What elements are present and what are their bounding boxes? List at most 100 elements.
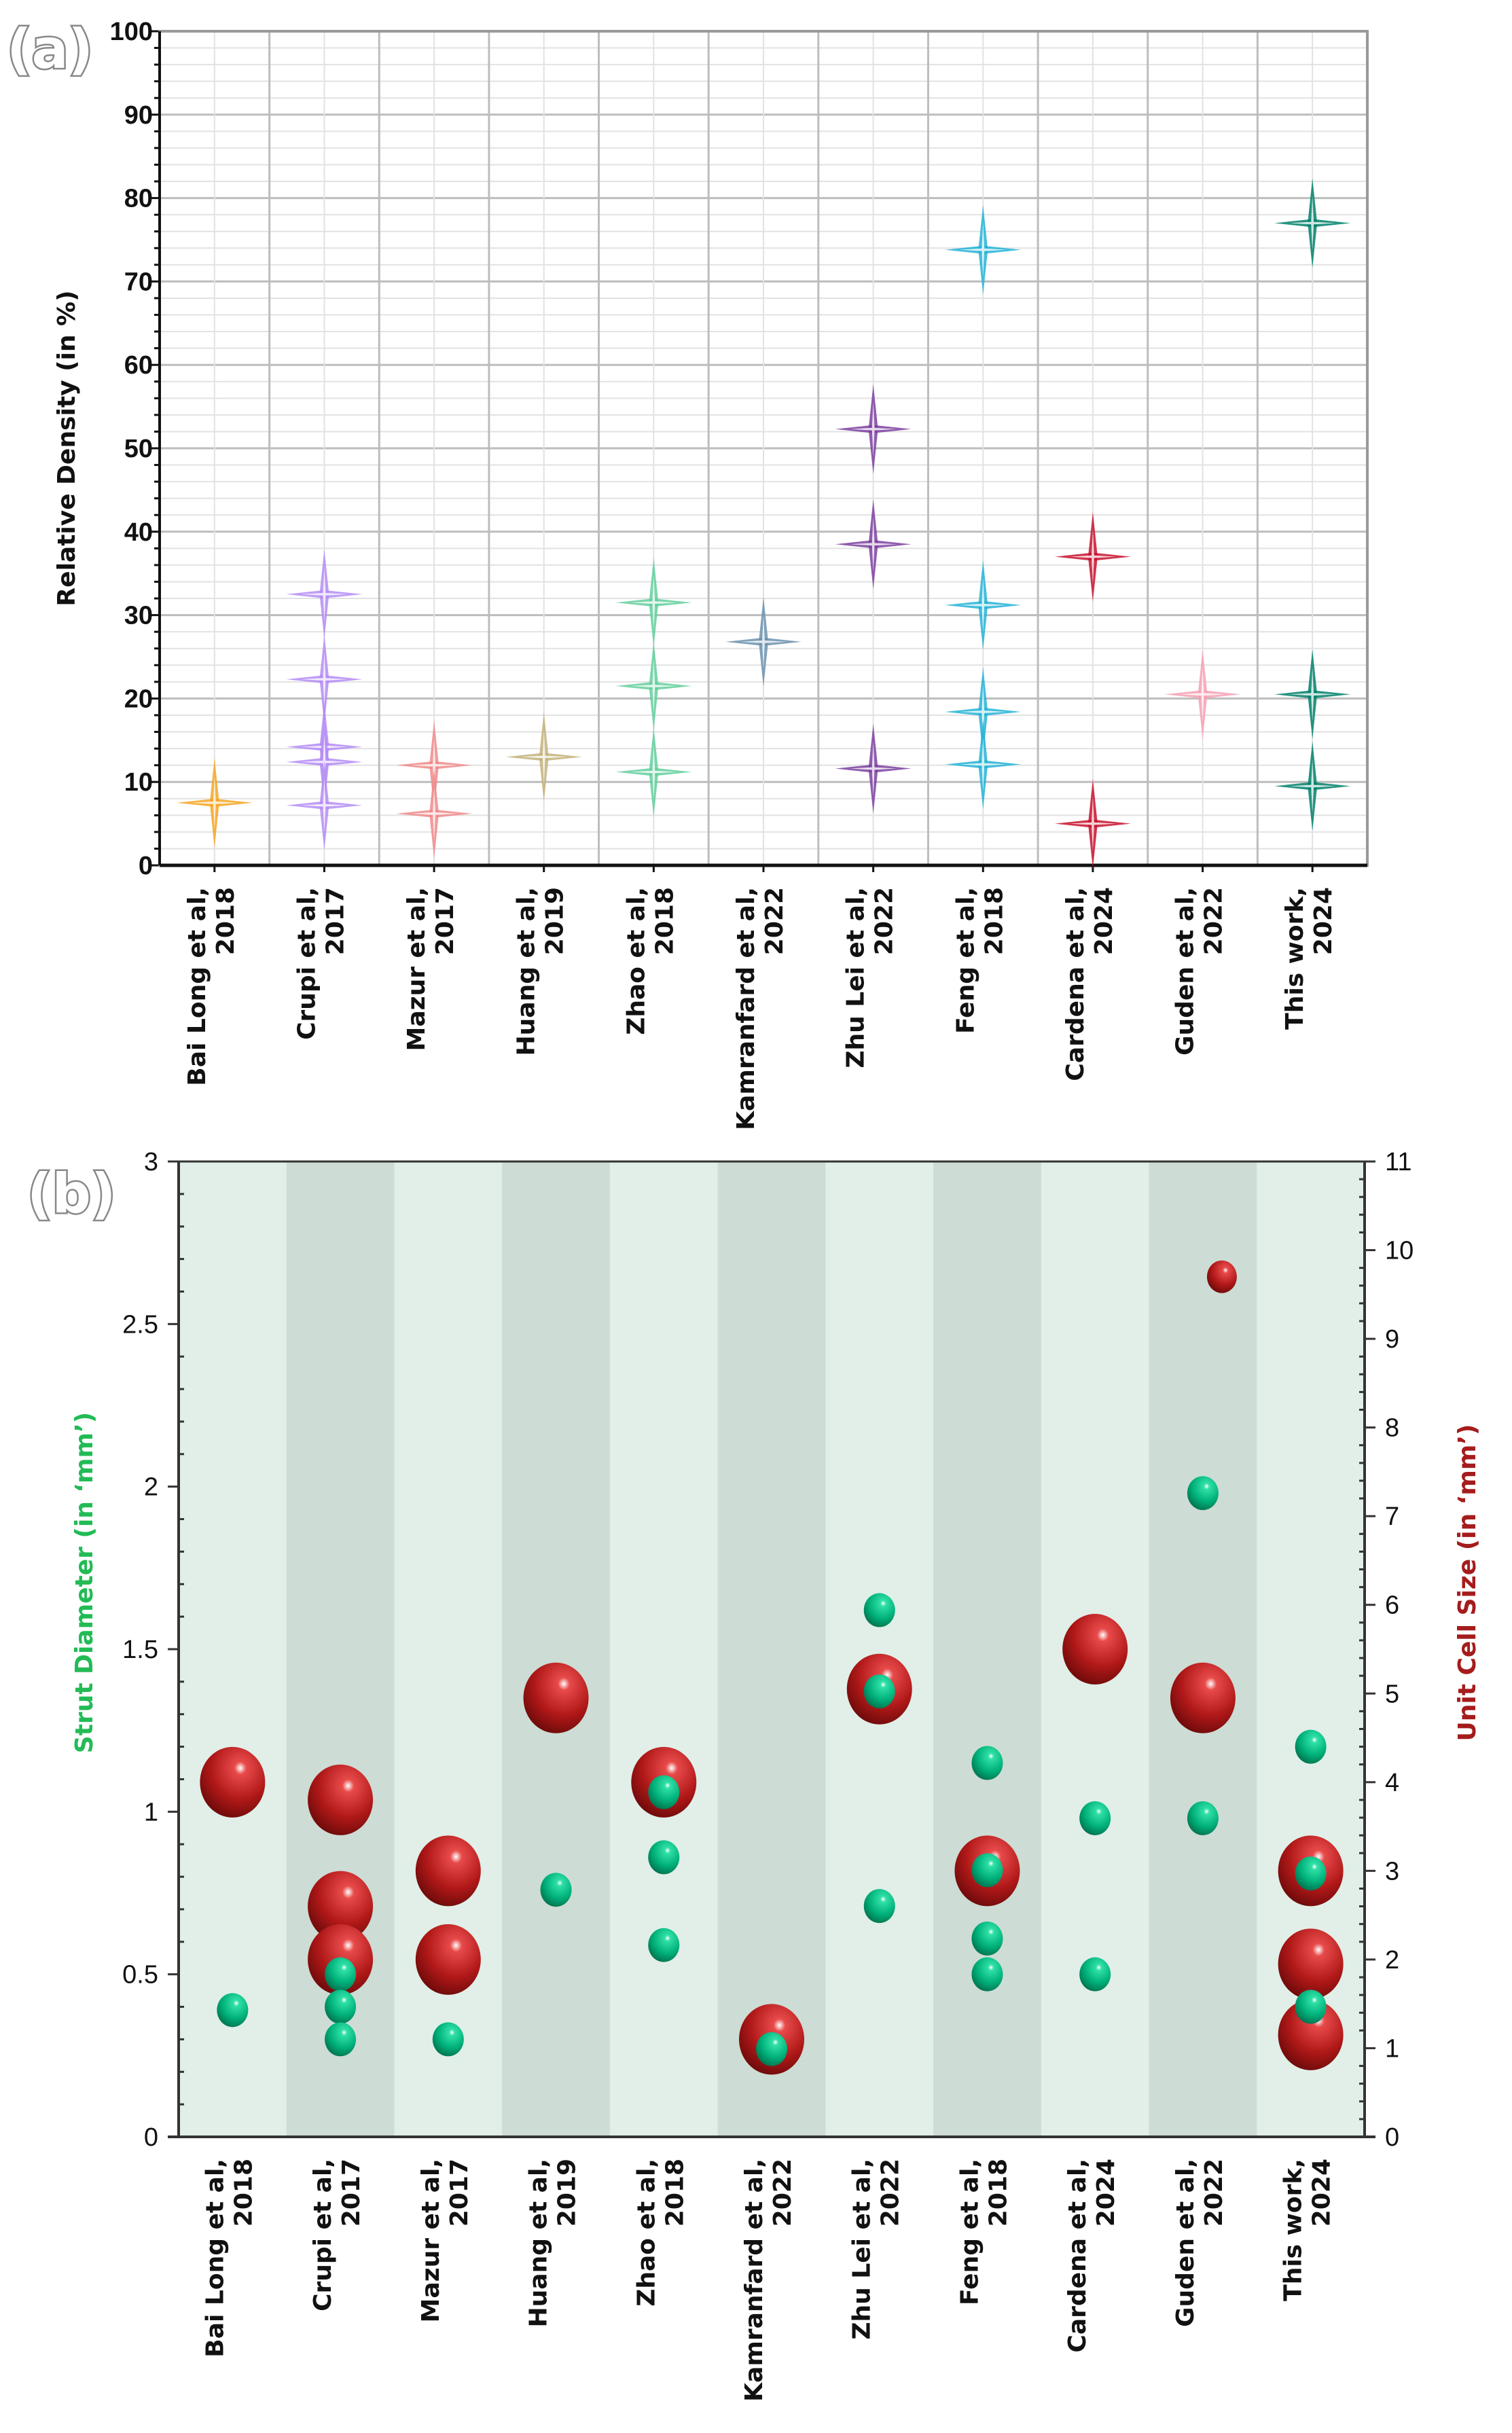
star-marker	[396, 768, 473, 859]
x-tick-label: 2022	[871, 887, 899, 955]
x-tick-label: Feng et al,	[952, 887, 979, 1034]
x-tick-label: 2024	[1090, 887, 1118, 955]
y-tick-label-right: 5	[1385, 1680, 1399, 1708]
strut-diameter-point	[1295, 1856, 1327, 1891]
strut-diameter-point	[971, 1922, 1003, 1956]
star-marker	[1274, 741, 1351, 831]
strut-diameter-point	[863, 1889, 895, 1924]
x-tick-label: 2022	[769, 2159, 797, 2227]
y-tick-label-left: 0	[144, 2123, 158, 2152]
star-highlight	[850, 401, 897, 456]
star-highlight	[520, 729, 567, 785]
strut-diameter-point	[648, 1928, 680, 1962]
chart-a: 0 10 20 30 40 50 60 70 80 90 100 Relative Density (…	[5, 16, 1369, 1130]
strut-diameter-point	[1295, 1989, 1327, 2024]
chart-b: 0 0.5 1 1.5 2 2.5 3 0 1 2 3 4 5 6 7 8 9 10 11 Strut Diamete…	[26, 1148, 1482, 2402]
star-marker	[286, 549, 363, 639]
star-highlight	[850, 741, 897, 796]
y-tick-label-left: 0.5	[122, 1961, 158, 1989]
star-highlight	[960, 577, 1007, 632]
star-marker	[1164, 649, 1241, 740]
star-marker	[176, 757, 253, 848]
x-tick-label: 2019	[554, 2159, 581, 2227]
category-band	[717, 1161, 827, 2137]
y-tick-label-right: 9	[1385, 1325, 1399, 1354]
strut-diameter-point	[756, 2032, 787, 2066]
star-highlight	[411, 786, 458, 841]
x-tick-label: 2018	[212, 887, 240, 955]
star-highlight	[740, 614, 787, 669]
star-marker	[286, 634, 363, 725]
y-tick-label-right: 8	[1385, 1414, 1399, 1443]
star-marker	[1274, 178, 1351, 268]
strut-diameter-point	[971, 1853, 1003, 1888]
star-highlight	[630, 658, 677, 713]
x-tick-label: 2019	[541, 887, 569, 955]
strut-diameter-point	[1187, 1801, 1219, 1835]
star-highlight	[960, 685, 1007, 740]
star-highlight	[960, 737, 1007, 792]
x-tick-label: 2022	[761, 887, 789, 955]
x-tick-label: Huang et al,	[525, 2159, 553, 2327]
x-tick-label: Zhu Lei et al,	[848, 2159, 876, 2340]
star-highlight	[1289, 196, 1336, 251]
star-marker	[835, 384, 912, 474]
x-tick-label: Zhao et al,	[622, 887, 650, 1035]
y-tick-label: 100	[110, 18, 153, 46]
x-tick-label: 2022	[1200, 887, 1228, 955]
star-highlight	[1069, 529, 1116, 584]
star-marker	[945, 719, 1022, 810]
y-tick-label: 70	[124, 268, 153, 296]
x-tick-label: 2018	[984, 2159, 1012, 2227]
strut-diameter-point	[325, 2022, 357, 2057]
strut-diameter-point	[863, 1674, 895, 1709]
y-tick-label: 90	[124, 101, 153, 130]
y-tick-label-left: 1	[144, 1798, 158, 1826]
star-highlight	[1289, 759, 1336, 814]
strut-diameter-point	[863, 1593, 895, 1627]
star-highlight	[301, 566, 348, 621]
strut-diameter-point	[217, 1993, 249, 2027]
x-tick-label: 2017	[446, 2159, 473, 2227]
unit-cell-size-point	[415, 1924, 481, 1995]
x-tick-label: Zhao et al,	[632, 2159, 660, 2307]
y-tick-label: 0	[139, 852, 153, 880]
star-highlight	[850, 517, 897, 572]
y-tick-label-right: 3	[1385, 1857, 1399, 1886]
y-tick-label-left: 2.5	[122, 1310, 158, 1339]
y-axis-title-right: Unit Cell Size (in ‘mm’)	[1454, 1424, 1481, 1742]
y-tick-label: 50	[124, 435, 153, 463]
x-tick-label: This work,	[1280, 2159, 1308, 2301]
y-tick-label-left: 3	[144, 1148, 158, 1176]
x-tick-label: 2018	[651, 887, 679, 955]
star-marker	[505, 712, 582, 802]
y-tick-label-right: 10	[1385, 1237, 1414, 1265]
strut-diameter-point	[1079, 1957, 1111, 1992]
x-tick-label: Mazur et al,	[417, 2159, 445, 2322]
x-tick-label: 2018	[661, 2159, 689, 2227]
y-tick-label-right: 7	[1385, 1502, 1399, 1531]
strut-diameter-point	[1079, 1801, 1111, 1835]
y-tick-label-left: 1.5	[122, 1636, 158, 1664]
star-marker	[1054, 511, 1131, 602]
star-marker	[615, 558, 692, 648]
category-band	[179, 1161, 287, 2137]
y-tick-label: 30	[124, 602, 153, 630]
y-tick-label-right: 6	[1385, 1591, 1399, 1620]
x-tick-label: 2017	[431, 887, 459, 955]
x-tick-label: 2018	[230, 2159, 257, 2227]
y-axis-title-left: Strut Diameter (in ‘mm’)	[71, 1412, 98, 1753]
strut-diameter-point	[648, 1775, 680, 1809]
strut-diameter-point	[971, 1957, 1003, 1992]
strut-diameter-point	[540, 1873, 572, 1907]
strut-diameter-point	[1187, 1476, 1219, 1511]
y-tick-label-right: 2	[1385, 1946, 1399, 1975]
x-tick-label: Crupi et al,	[293, 887, 321, 1040]
star-marker	[1054, 778, 1131, 869]
unit-cell-size-point	[308, 1871, 374, 1942]
x-tick-label: Feng et al,	[956, 2159, 984, 2305]
strut-diameter-point	[325, 1989, 357, 2024]
x-tick-label: 2017	[321, 887, 349, 955]
x-tick-label: Guden et al,	[1172, 887, 1200, 1056]
x-tick-label: Huang et al,	[513, 887, 541, 1056]
